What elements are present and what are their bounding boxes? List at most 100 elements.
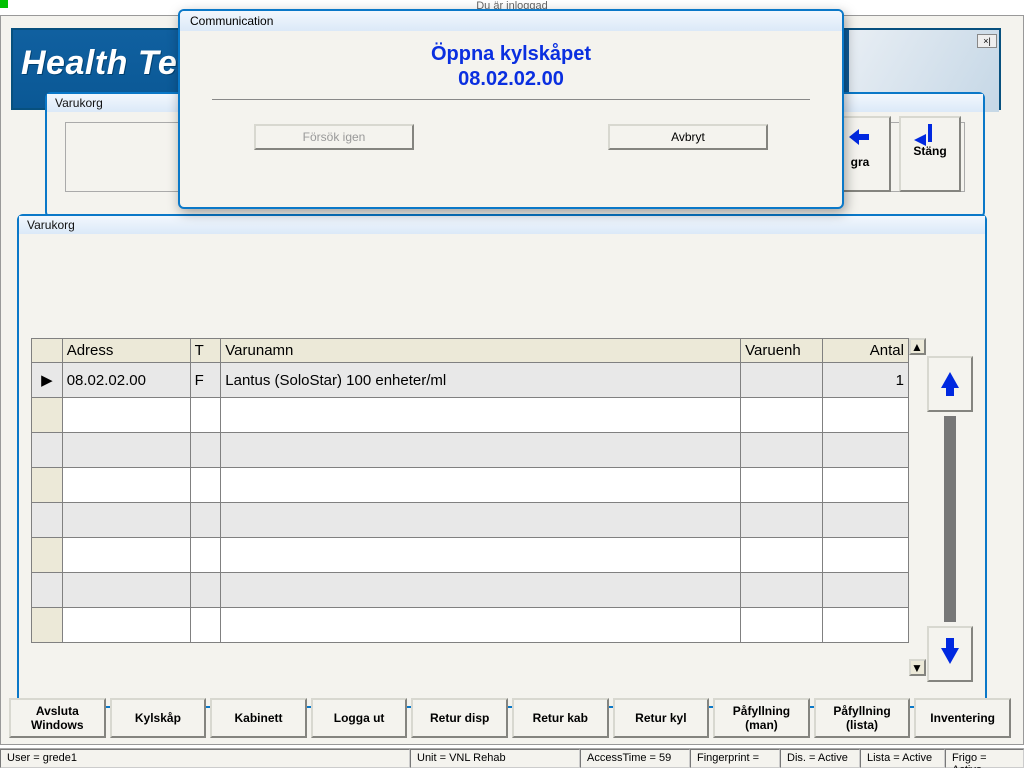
cell[interactable]	[32, 503, 63, 538]
col-name[interactable]: Varunamn	[221, 339, 741, 363]
nav-down-button[interactable]	[927, 626, 973, 682]
cmd-logga-ut[interactable]: Logga ut	[311, 698, 408, 738]
cell[interactable]: ▶	[32, 363, 63, 398]
cell[interactable]	[221, 538, 741, 573]
items-table-body: ▶08.02.02.00FLantus (SoloStar) 100 enhet…	[32, 363, 909, 643]
cell[interactable]	[32, 538, 63, 573]
cell[interactable]	[221, 398, 741, 433]
cell[interactable]	[741, 468, 823, 503]
cell[interactable]	[62, 573, 190, 608]
cell[interactable]	[822, 433, 908, 468]
cell[interactable]	[741, 398, 823, 433]
retry-button: Försök igen	[254, 124, 414, 150]
cmd-inventering[interactable]: Inventering	[914, 698, 1011, 738]
cell[interactable]	[741, 538, 823, 573]
col-t[interactable]: T	[190, 339, 221, 363]
cell[interactable]: 08.02.02.00	[62, 363, 190, 398]
cell[interactable]	[822, 503, 908, 538]
cell[interactable]	[190, 433, 221, 468]
cell[interactable]	[221, 503, 741, 538]
cell[interactable]: Lantus (SoloStar) 100 enheter/ml	[221, 363, 741, 398]
cell[interactable]	[221, 573, 741, 608]
status-frigo: Frigo = Active	[945, 749, 1024, 768]
table-row[interactable]	[32, 398, 909, 433]
cell[interactable]	[190, 503, 221, 538]
save-button-label: gra	[851, 155, 870, 169]
close-button[interactable]: Stäng	[899, 116, 961, 192]
cmd-avsluta-windows[interactable]: Avsluta Windows	[9, 698, 106, 738]
cell[interactable]	[62, 468, 190, 503]
cell[interactable]	[741, 363, 823, 398]
cmd-kylsk-p[interactable]: Kylskåp	[110, 698, 207, 738]
cell[interactable]	[32, 608, 63, 643]
cell[interactable]	[741, 573, 823, 608]
dialog-title: Communication	[180, 11, 842, 31]
scroll-up-small[interactable]: ▲	[909, 338, 926, 355]
cell[interactable]	[221, 433, 741, 468]
cell[interactable]: 1	[822, 363, 908, 398]
cell[interactable]	[741, 608, 823, 643]
exit-door-icon	[901, 126, 959, 140]
items-table: Adress T Varunamn Varuenh Antal ▶08.02.0…	[31, 338, 909, 643]
cell[interactable]	[62, 503, 190, 538]
cell[interactable]	[62, 433, 190, 468]
cart-window-2-title: Varukorg	[19, 216, 985, 234]
cell[interactable]	[221, 608, 741, 643]
cell[interactable]	[190, 608, 221, 643]
cell[interactable]	[62, 538, 190, 573]
arrow-down-icon	[941, 648, 959, 664]
cell[interactable]	[32, 468, 63, 503]
command-bar: Avsluta WindowsKylskåpKabinettLogga utRe…	[9, 698, 1015, 738]
status-dis: Dis. = Active	[780, 749, 860, 768]
cell[interactable]	[822, 398, 908, 433]
table-row[interactable]	[32, 503, 909, 538]
cmd-p-fyllning-lista[interactable]: Påfyllning (lista)	[814, 698, 911, 738]
cmd-retur-kyl[interactable]: Retur kyl	[613, 698, 710, 738]
cell[interactable]	[62, 608, 190, 643]
cmd-p-fyllning-man[interactable]: Påfyllning (man)	[713, 698, 810, 738]
cell[interactable]	[32, 433, 63, 468]
arrow-up-icon	[941, 372, 959, 388]
col-address[interactable]: Adress	[62, 339, 190, 363]
cell[interactable]	[190, 468, 221, 503]
cell[interactable]	[822, 538, 908, 573]
col-qty[interactable]: Antal	[822, 339, 908, 363]
status-lista: Lista = Active	[860, 749, 945, 768]
cell[interactable]	[822, 573, 908, 608]
cell[interactable]	[822, 608, 908, 643]
table-row[interactable]	[32, 538, 909, 573]
cell[interactable]	[221, 468, 741, 503]
cell[interactable]	[822, 468, 908, 503]
cell[interactable]	[190, 538, 221, 573]
dialog-separator	[212, 99, 810, 100]
cell[interactable]	[741, 433, 823, 468]
table-row[interactable]: ▶08.02.02.00FLantus (SoloStar) 100 enhet…	[32, 363, 909, 398]
brand-text: Health Tec	[21, 44, 197, 83]
table-header-row: Adress T Varunamn Varuenh Antal	[32, 339, 909, 363]
table-row[interactable]	[32, 468, 909, 503]
nav-up-button[interactable]	[927, 356, 973, 412]
cell[interactable]: F	[190, 363, 221, 398]
table-row[interactable]	[32, 433, 909, 468]
cell[interactable]	[32, 398, 63, 433]
status-fingerprint: Fingerprint =	[690, 749, 780, 768]
cell[interactable]	[741, 503, 823, 538]
cell[interactable]	[190, 398, 221, 433]
cell[interactable]	[190, 573, 221, 608]
table-row[interactable]	[32, 608, 909, 643]
status-user: User = grede1	[0, 749, 410, 768]
status-access: AccessTime = 59	[580, 749, 690, 768]
nav-scrollbar-track[interactable]	[944, 416, 956, 622]
table-row[interactable]	[32, 573, 909, 608]
dialog-heading: Öppna kylskåpet	[204, 43, 818, 66]
dialog-code: 08.02.02.00	[204, 68, 818, 91]
cmd-retur-disp[interactable]: Retur disp	[411, 698, 508, 738]
cell[interactable]	[62, 398, 190, 433]
scroll-down-small[interactable]: ▼	[909, 659, 926, 676]
cancel-button[interactable]: Avbryt	[608, 124, 768, 150]
col-unit[interactable]: Varuenh	[741, 339, 823, 363]
cmd-kabinett[interactable]: Kabinett	[210, 698, 307, 738]
cmd-retur-kab[interactable]: Retur kab	[512, 698, 609, 738]
cell[interactable]	[32, 573, 63, 608]
banner-close-button[interactable]: ×|	[977, 34, 997, 48]
